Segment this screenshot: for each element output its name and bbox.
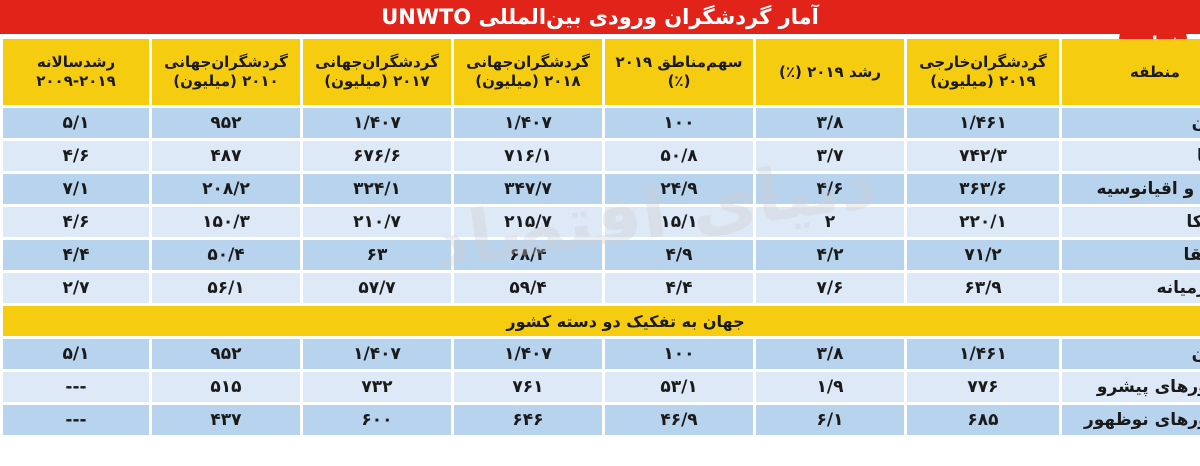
cell-region: کشورهای پیشرو bbox=[1062, 372, 1200, 402]
tourism-table: منطقه گردشگران‌خارجی ۲۰۱۹ (میلیون) رشد ۲… bbox=[0, 36, 1200, 438]
cell-arrivals-2010: ۵۱۵ bbox=[152, 372, 300, 402]
header-growth-2019: رشد ۲۰۱۹ (٪) bbox=[756, 39, 904, 105]
header-share-2019: سهم‌مناطق ۲۰۱۹ (٪) bbox=[605, 39, 753, 105]
cell-region: آمریکا bbox=[1062, 207, 1200, 237]
header-arrivals-2019: گردشگران‌خارجی ۲۰۱۹ (میلیون) bbox=[907, 39, 1059, 105]
table-row: اروپا ۷۴۲/۳ ۳/۷ ۵۰/۸ ۷۱۶/۱ ۶۷۶/۶ ۴۸۷ ۴/۶ bbox=[3, 141, 1200, 171]
cell-region: جهان bbox=[1062, 339, 1200, 369]
cell-arrivals-2010: ۵۰/۴ bbox=[152, 240, 300, 270]
cell-annual-growth: ۷/۱ bbox=[3, 174, 149, 204]
cell-arrivals-2010: ۵۶/۱ bbox=[152, 273, 300, 303]
cell-arrivals-2017: ۱/۴۰۷ bbox=[303, 108, 451, 138]
cell-annual-growth: ۴/۴ bbox=[3, 240, 149, 270]
cell-growth-2019: ۶/۱ bbox=[756, 405, 904, 435]
table-row: جهان ۱/۴۶۱ ۳/۸ ۱۰۰ ۱/۴۰۷ ۱/۴۰۷ ۹۵۲ ۵/۱ bbox=[3, 339, 1200, 369]
cell-arrivals-2019: ۳۶۳/۶ bbox=[907, 174, 1059, 204]
cell-arrivals-2017: ۶۳ bbox=[303, 240, 451, 270]
cell-arrivals-2019: ۷۷۶ bbox=[907, 372, 1059, 402]
cell-arrivals-2018: ۲۱۵/۷ bbox=[454, 207, 602, 237]
table-row: کشورهای نوظهور ۶۸۵ ۶/۱ ۴۶/۹ ۶۴۶ ۶۰۰ ۴۳۷ … bbox=[3, 405, 1200, 435]
header-arrivals-2018: گردشگران‌جهانی ۲۰۱۸ (میلیون) bbox=[454, 39, 602, 105]
cell-arrivals-2019: ۷۴۲/۳ bbox=[907, 141, 1059, 171]
cell-arrivals-2017: ۱/۴۰۷ bbox=[303, 339, 451, 369]
cell-annual-growth: --- bbox=[3, 405, 149, 435]
cell-arrivals-2018: ۵۹/۴ bbox=[454, 273, 602, 303]
cell-arrivals-2018: ۷۶۱ bbox=[454, 372, 602, 402]
cell-annual-growth: ۵/۱ bbox=[3, 339, 149, 369]
cell-growth-2019: ۲ bbox=[756, 207, 904, 237]
table-title: آمار گردشگران ورودی بین‌المللی UNWTO bbox=[0, 0, 1200, 34]
cell-arrivals-2018: ۳۴۷/۷ bbox=[454, 174, 602, 204]
cell-arrivals-2019: ۶۸۵ bbox=[907, 405, 1059, 435]
cell-arrivals-2010: ۹۵۲ bbox=[152, 108, 300, 138]
cell-growth-2019: ۳/۷ bbox=[756, 141, 904, 171]
cell-annual-growth: ۴/۶ bbox=[3, 207, 149, 237]
cell-arrivals-2019: ۷۱/۲ bbox=[907, 240, 1059, 270]
cell-annual-growth: ۵/۱ bbox=[3, 108, 149, 138]
cell-arrivals-2019: ۱/۴۶۱ bbox=[907, 108, 1059, 138]
table-row: آسیا و اقیانوسیه ۳۶۳/۶ ۴/۶ ۲۴/۹ ۳۴۷/۷ ۳۲… bbox=[3, 174, 1200, 204]
cell-annual-growth: --- bbox=[3, 372, 149, 402]
cell-arrivals-2010: ۴۸۷ bbox=[152, 141, 300, 171]
cell-region: خاورمیانه bbox=[1062, 273, 1200, 303]
cell-arrivals-2018: ۱/۴۰۷ bbox=[454, 108, 602, 138]
cell-arrivals-2018: ۶۴۶ bbox=[454, 405, 602, 435]
header-region: منطقه bbox=[1062, 39, 1200, 105]
cell-growth-2019: ۷/۶ bbox=[756, 273, 904, 303]
header-arrivals-2010: گردشگران‌جهانی ۲۰۱۰ (میلیون) bbox=[152, 39, 300, 105]
cell-arrivals-2018: ۱/۴۰۷ bbox=[454, 339, 602, 369]
cell-arrivals-2017: ۶۷۶/۶ bbox=[303, 141, 451, 171]
cell-arrivals-2017: ۵۷/۷ bbox=[303, 273, 451, 303]
cell-arrivals-2017: ۶۰۰ bbox=[303, 405, 451, 435]
cell-arrivals-2019: ۶۳/۹ bbox=[907, 273, 1059, 303]
table-row: خاورمیانه ۶۳/۹ ۷/۶ ۴/۴ ۵۹/۴ ۵۷/۷ ۵۶/۱ ۲/… bbox=[3, 273, 1200, 303]
cell-share-2019: ۴۶/۹ bbox=[605, 405, 753, 435]
cell-arrivals-2010: ۲۰۸/۲ bbox=[152, 174, 300, 204]
cell-arrivals-2010: ۴۳۷ bbox=[152, 405, 300, 435]
cell-share-2019: ۱۰۰ bbox=[605, 339, 753, 369]
cell-region: آسیا و اقیانوسیه bbox=[1062, 174, 1200, 204]
cell-growth-2019: ۳/۸ bbox=[756, 108, 904, 138]
cell-share-2019: ۲۴/۹ bbox=[605, 174, 753, 204]
cell-growth-2019: ۴/۲ bbox=[756, 240, 904, 270]
cell-arrivals-2019: ۲۲۰/۱ bbox=[907, 207, 1059, 237]
cell-arrivals-2018: ۷۱۶/۱ bbox=[454, 141, 602, 171]
cell-growth-2019: ۱/۹ bbox=[756, 372, 904, 402]
cell-arrivals-2010: ۱۵۰/۳ bbox=[152, 207, 300, 237]
cell-share-2019: ۴/۹ bbox=[605, 240, 753, 270]
cell-annual-growth: ۴/۶ bbox=[3, 141, 149, 171]
table-row: جهان ۱/۴۶۱ ۳/۸ ۱۰۰ ۱/۴۰۷ ۱/۴۰۷ ۹۵۲ ۵/۱ bbox=[3, 108, 1200, 138]
cell-annual-growth: ۲/۷ bbox=[3, 273, 149, 303]
cell-arrivals-2017: ۷۳۲ bbox=[303, 372, 451, 402]
cell-region: آفریقا bbox=[1062, 240, 1200, 270]
cell-arrivals-2017: ۲۱۰/۷ bbox=[303, 207, 451, 237]
section-row: جهان به تفکیک دو دسته کشور bbox=[3, 306, 1200, 336]
cell-growth-2019: ۴/۶ bbox=[756, 174, 904, 204]
cell-region: جهان bbox=[1062, 108, 1200, 138]
cell-region: کشورهای نوظهور bbox=[1062, 405, 1200, 435]
table-row: کشورهای پیشرو ۷۷۶ ۱/۹ ۵۳/۱ ۷۶۱ ۷۳۲ ۵۱۵ -… bbox=[3, 372, 1200, 402]
cell-share-2019: ۵۳/۱ bbox=[605, 372, 753, 402]
cell-region: اروپا bbox=[1062, 141, 1200, 171]
table-row: آفریقا ۷۱/۲ ۴/۲ ۴/۹ ۶۸/۴ ۶۳ ۵۰/۴ ۴/۴ bbox=[3, 240, 1200, 270]
cell-share-2019: ۴/۴ bbox=[605, 273, 753, 303]
cell-arrivals-2018: ۶۸/۴ bbox=[454, 240, 602, 270]
cell-share-2019: ۱۵/۱ bbox=[605, 207, 753, 237]
cell-share-2019: ۵۰/۸ bbox=[605, 141, 753, 171]
table-row: آمریکا ۲۲۰/۱ ۲ ۱۵/۱ ۲۱۵/۷ ۲۱۰/۷ ۱۵۰/۳ ۴/… bbox=[3, 207, 1200, 237]
header-arrivals-2017: گردشگران‌جهانی ۲۰۱۷ (میلیون) bbox=[303, 39, 451, 105]
cell-share-2019: ۱۰۰ bbox=[605, 108, 753, 138]
section-title: جهان به تفکیک دو دسته کشور bbox=[3, 306, 1200, 336]
cell-arrivals-2019: ۱/۴۶۱ bbox=[907, 339, 1059, 369]
header-row: منطقه گردشگران‌خارجی ۲۰۱۹ (میلیون) رشد ۲… bbox=[3, 39, 1200, 105]
cell-arrivals-2010: ۹۵۲ bbox=[152, 339, 300, 369]
cell-growth-2019: ۳/۸ bbox=[756, 339, 904, 369]
header-annual-growth: رشدسالانه ۲۰۱۹-۲۰۰۹ bbox=[3, 39, 149, 105]
cell-arrivals-2017: ۳۲۴/۱ bbox=[303, 174, 451, 204]
